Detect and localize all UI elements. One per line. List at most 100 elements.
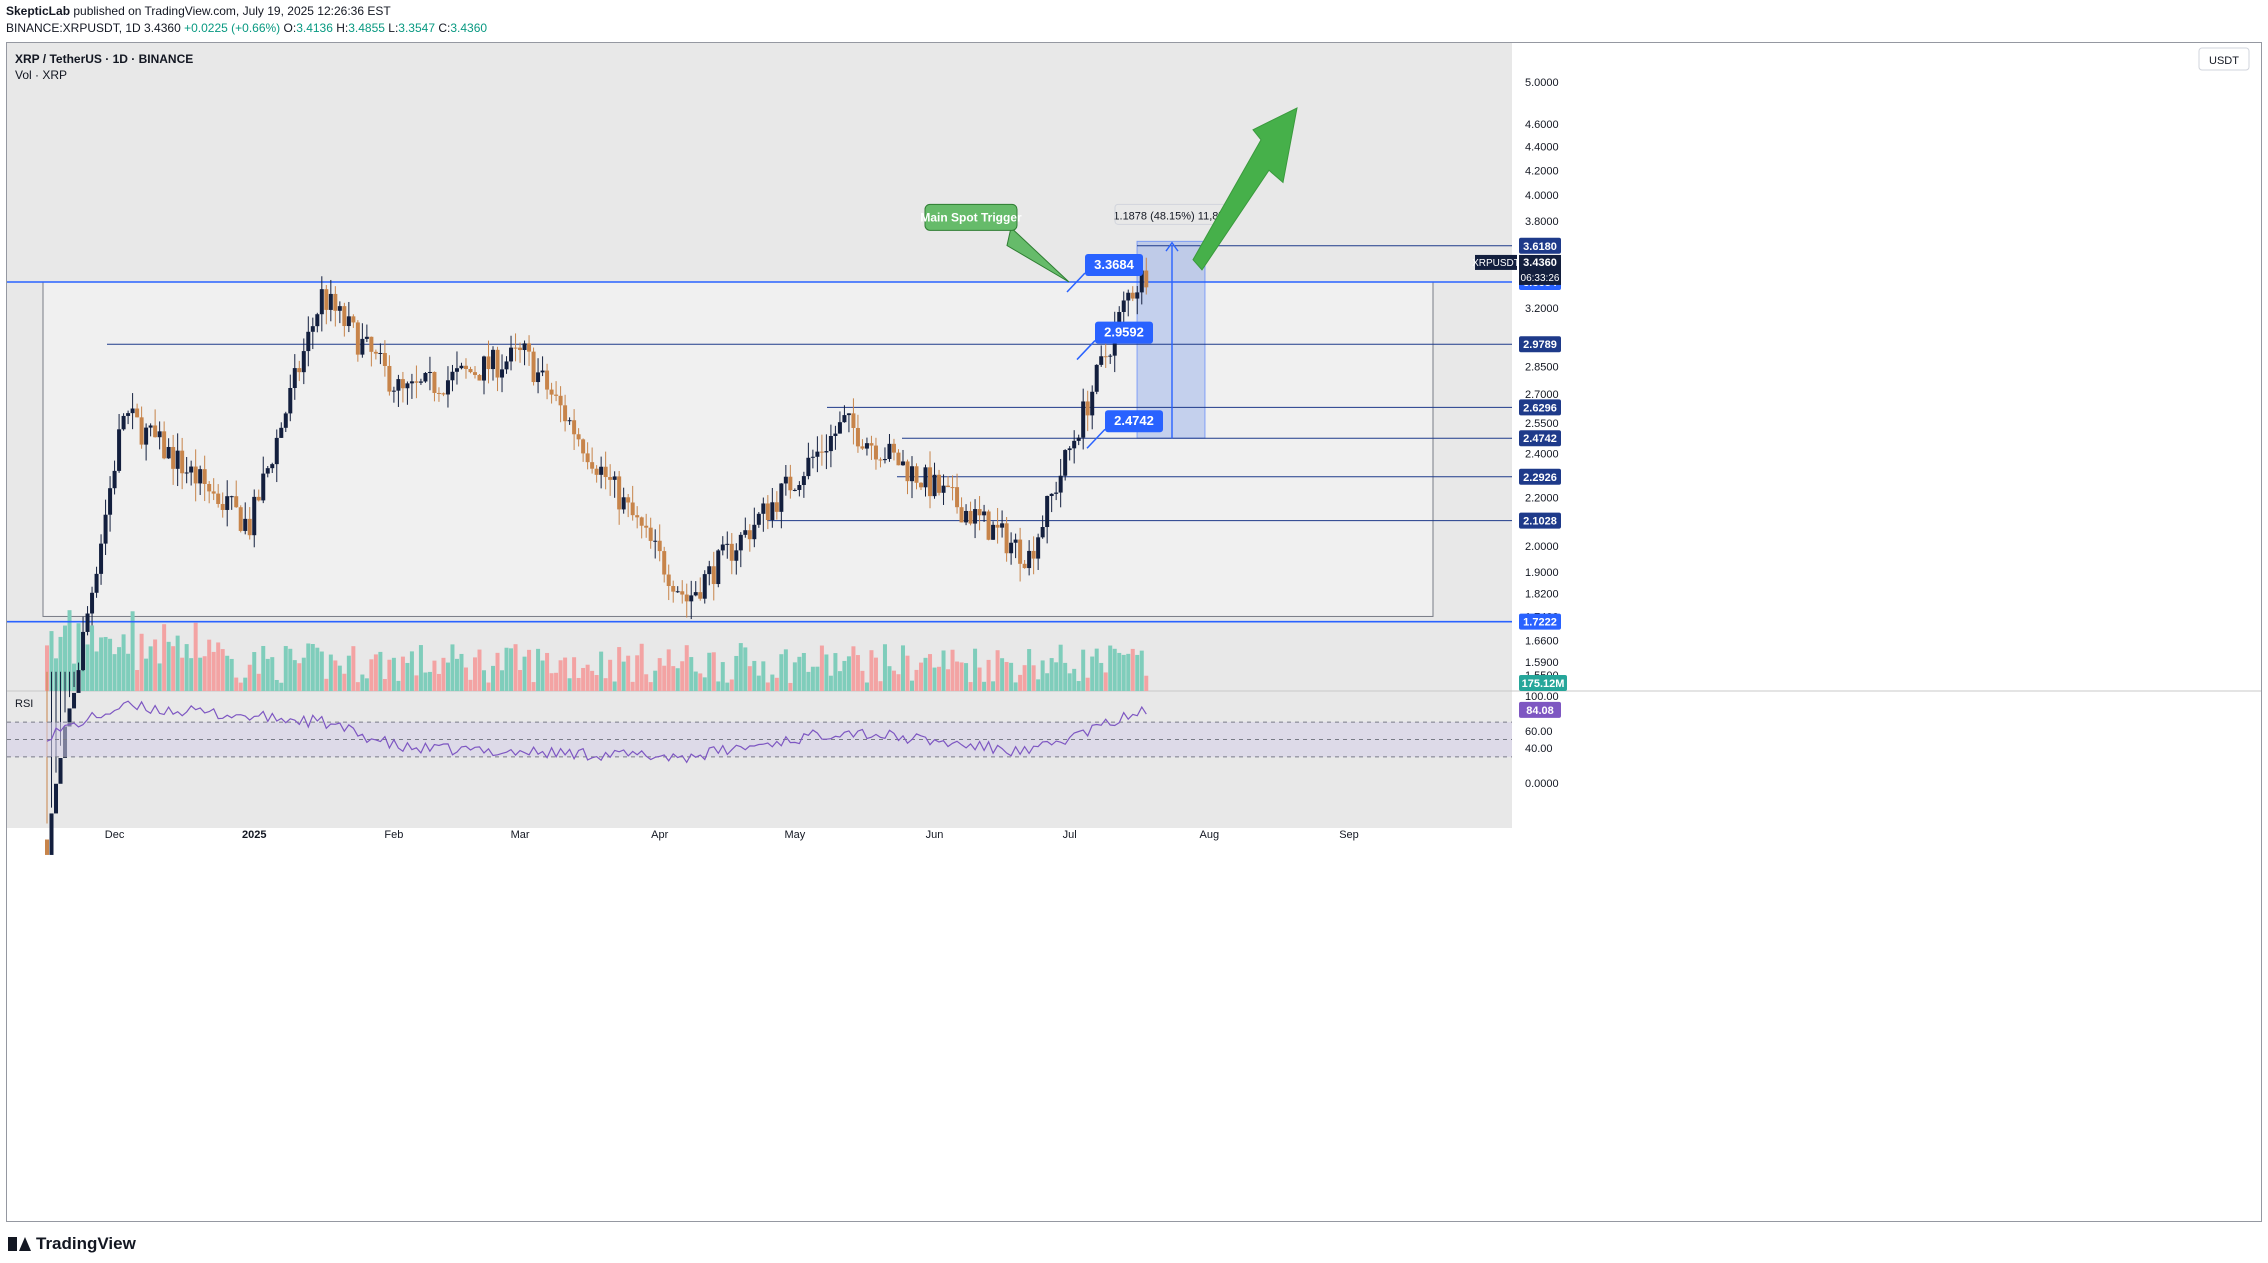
- rsi-pane: RSI: [7, 698, 1512, 764]
- candle-body: [617, 476, 622, 510]
- callout-label: 2.4742: [1114, 413, 1154, 428]
- candle-body: [626, 497, 631, 503]
- l-value: 3.3547: [398, 21, 435, 35]
- price-tick: 2.8500: [1525, 362, 1559, 374]
- volume-bar: [63, 625, 68, 691]
- candle-body: [1139, 270, 1144, 293]
- candle-body: [126, 413, 131, 416]
- volume-bar: [243, 677, 248, 691]
- candle-body: [144, 427, 149, 445]
- candle-body: [81, 631, 86, 671]
- volume-bar: [495, 652, 500, 691]
- candle-body: [94, 573, 99, 593]
- volume-bar: [333, 660, 338, 691]
- volume-bar: [716, 681, 721, 691]
- candle-body: [896, 452, 901, 466]
- volume-bar: [90, 625, 95, 691]
- volume-bar: [846, 656, 851, 691]
- level-price-tag: [1519, 399, 1561, 416]
- candle-body: [891, 443, 896, 453]
- candle-body: [558, 395, 563, 406]
- chart-svg[interactable]: 1.1878 (48.15%) 11,878 3.3684 2.9592 2.4742…: [7, 43, 2262, 1222]
- candle-body: [977, 509, 982, 516]
- candle-body: [117, 429, 122, 471]
- candle-body: [644, 525, 649, 528]
- price-tick: 2.5500: [1525, 418, 1559, 430]
- volume-bar: [864, 682, 869, 691]
- volume-bar: [441, 657, 446, 691]
- volume-bar: [756, 675, 761, 691]
- volume-bar: [1054, 662, 1059, 691]
- time-tick: Sep: [1339, 829, 1359, 841]
- volume-bar: [982, 681, 987, 691]
- candle-body: [855, 427, 860, 447]
- candle-body: [941, 485, 946, 493]
- candle-body: [1054, 492, 1059, 494]
- volume-bar: [720, 662, 725, 691]
- volume-bar: [973, 648, 978, 691]
- volume-bar: [891, 670, 896, 691]
- volume-bar: [608, 659, 613, 691]
- candle-body: [288, 388, 293, 414]
- volume-bar: [698, 673, 703, 691]
- volume-bar: [527, 649, 532, 691]
- volume-bar: [801, 652, 806, 691]
- currency-button-bg[interactable]: [2198, 47, 2250, 71]
- candle-body: [139, 417, 144, 445]
- candle-body: [486, 356, 491, 370]
- volume-bar: [175, 635, 180, 691]
- candle-body: [1072, 440, 1077, 449]
- candle-body: [306, 331, 311, 352]
- volume-bar: [937, 666, 942, 691]
- volume-bar: [837, 671, 842, 691]
- price-tick: 2.7000: [1525, 389, 1559, 401]
- candle-body: [211, 491, 216, 494]
- volume-bar: [747, 666, 752, 691]
- candle-body: [608, 477, 613, 480]
- candle-body: [1063, 450, 1068, 476]
- candle-body: [698, 592, 703, 599]
- rsi-tick: 60.00: [1525, 726, 1553, 738]
- volume-bar: [558, 660, 563, 691]
- candle-body: [337, 306, 342, 311]
- candle-body: [108, 488, 113, 515]
- candle-body: [639, 517, 644, 526]
- candle-body: [1022, 563, 1027, 569]
- chart-frame[interactable]: 1.1878 (48.15%) 11,878 3.3684 2.9592 2.4742…: [6, 42, 2262, 1222]
- time-tick: 2025: [242, 829, 266, 841]
- candle-body: [964, 510, 969, 523]
- candle-body: [959, 507, 964, 523]
- candle-body: [720, 544, 725, 551]
- candle-body: [328, 293, 333, 310]
- volume-bar: [572, 657, 577, 691]
- volume-bar: [662, 665, 667, 691]
- volume-bar: [405, 662, 410, 691]
- publisher-name[interactable]: SkepticLab: [6, 4, 71, 18]
- volume-bar: [522, 656, 527, 691]
- candle-body: [869, 443, 874, 446]
- volume-bar: [454, 658, 459, 691]
- candle-body: [518, 347, 523, 351]
- candle-body: [662, 551, 667, 575]
- o-value: 3.4136: [296, 21, 333, 35]
- volume-bar: [1112, 648, 1117, 691]
- candle-body: [261, 473, 266, 501]
- volume-bar: [1126, 653, 1131, 691]
- volume-bar: [491, 665, 496, 691]
- candle-body: [500, 369, 505, 378]
- candle-body: [761, 503, 766, 514]
- volume-bar: [549, 673, 554, 691]
- candle-body: [635, 515, 640, 518]
- time-tick: Jul: [1063, 829, 1077, 841]
- volume-bar: [337, 665, 342, 691]
- currency-button[interactable]: USDT: [2209, 55, 2239, 67]
- volume-bar: [941, 650, 946, 691]
- footer-brand[interactable]: TradingView: [8, 1234, 136, 1254]
- level-price-label: 3.6180: [1523, 241, 1557, 253]
- candle-body: [783, 476, 788, 484]
- candle-body: [1004, 523, 1009, 554]
- candle-body: [112, 470, 117, 489]
- candle-body: [743, 530, 748, 535]
- volume-bar: [707, 652, 712, 691]
- level-price-tag: [1519, 430, 1561, 447]
